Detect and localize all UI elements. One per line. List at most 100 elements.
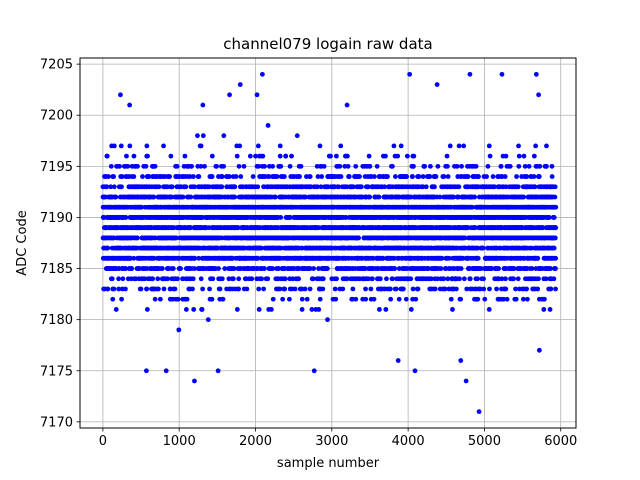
data-point: [178, 266, 183, 271]
data-point: [423, 184, 429, 190]
data-point: [123, 215, 129, 220]
data-point: [119, 174, 125, 179]
data-point: [272, 194, 278, 200]
data-point: [287, 163, 293, 169]
data-point: [376, 194, 382, 200]
data-point: [200, 286, 206, 292]
data-point: [383, 153, 388, 159]
data-point: [190, 276, 196, 282]
data-point: [427, 174, 433, 179]
data-point: [475, 276, 480, 282]
data-point: [241, 163, 247, 169]
data-point: [265, 123, 271, 128]
data-point: [172, 286, 178, 292]
data-point: [111, 184, 117, 190]
data-point: [209, 296, 215, 302]
data-point: [416, 174, 422, 179]
data-point: [175, 276, 180, 282]
data-point: [205, 317, 211, 323]
data-point: [167, 174, 173, 179]
data-point: [135, 163, 140, 169]
data-point: [280, 296, 286, 302]
data-point: [152, 235, 158, 241]
data-point: [139, 204, 145, 210]
data-point: [142, 276, 148, 282]
data-point: [217, 286, 223, 292]
data-point: [234, 153, 240, 159]
data-point: [461, 276, 467, 282]
data-point: [296, 276, 302, 282]
data-point: [337, 163, 343, 169]
data-point: [456, 184, 462, 190]
data-point: [465, 174, 471, 179]
data-point: [320, 276, 326, 282]
data-point: [111, 143, 117, 149]
data-point: [319, 174, 325, 179]
data-point: [268, 307, 274, 312]
data-point: [410, 163, 416, 169]
data-point: [372, 174, 377, 179]
data-point: [289, 153, 294, 159]
data-point: [286, 296, 292, 302]
data-point: [473, 163, 479, 169]
data-point: [377, 307, 382, 312]
data-point: [283, 153, 289, 159]
data-point: [116, 286, 122, 292]
data-point: [123, 266, 128, 271]
data-point: [104, 184, 110, 190]
data-point: [161, 286, 167, 292]
data-point: [441, 276, 447, 282]
data-point: [108, 184, 114, 190]
data-point: [346, 174, 352, 179]
data-point: [198, 143, 204, 149]
data-point: [111, 174, 117, 179]
data-point: [404, 174, 410, 179]
data-point: [332, 286, 338, 292]
data-point: [175, 296, 181, 302]
data-point: [221, 163, 227, 169]
data-point: [256, 286, 262, 292]
data-point: [249, 276, 255, 282]
data-point: [183, 307, 189, 312]
data-point: [282, 174, 287, 179]
data-point: [383, 307, 389, 312]
data-point: [458, 296, 464, 302]
data-point: [146, 174, 152, 179]
data-point: [111, 235, 117, 241]
data-point: [262, 266, 267, 271]
data-point: [333, 296, 339, 302]
data-point: [445, 163, 450, 169]
data-point: [320, 286, 326, 292]
data-point: [366, 153, 372, 159]
data-point: [262, 163, 267, 169]
data-point: [441, 174, 447, 179]
data-point: [357, 174, 362, 179]
data-point: [353, 296, 359, 302]
data-point: [216, 266, 221, 271]
data-point: [196, 174, 202, 179]
data-point: [176, 327, 182, 333]
data-point: [420, 174, 426, 179]
data-point: [170, 266, 176, 271]
data-point: [435, 163, 441, 169]
data-point: [278, 215, 284, 220]
data-point: [475, 255, 481, 261]
data-point: [433, 174, 439, 179]
data-point: [444, 153, 450, 159]
data-point: [403, 296, 409, 302]
data-point: [145, 153, 150, 159]
data-point: [151, 194, 157, 200]
data-point: [219, 174, 225, 179]
data-point: [353, 163, 359, 169]
data-point: [155, 276, 161, 282]
data-point: [476, 174, 481, 179]
data-point: [472, 194, 478, 200]
data-point: [367, 194, 373, 200]
data-point: [363, 286, 368, 292]
data-point: [277, 143, 283, 149]
data-point: [236, 163, 242, 169]
data-point: [447, 143, 453, 149]
data-point: [396, 296, 402, 302]
data-point: [294, 133, 300, 139]
data-point: [144, 286, 150, 292]
